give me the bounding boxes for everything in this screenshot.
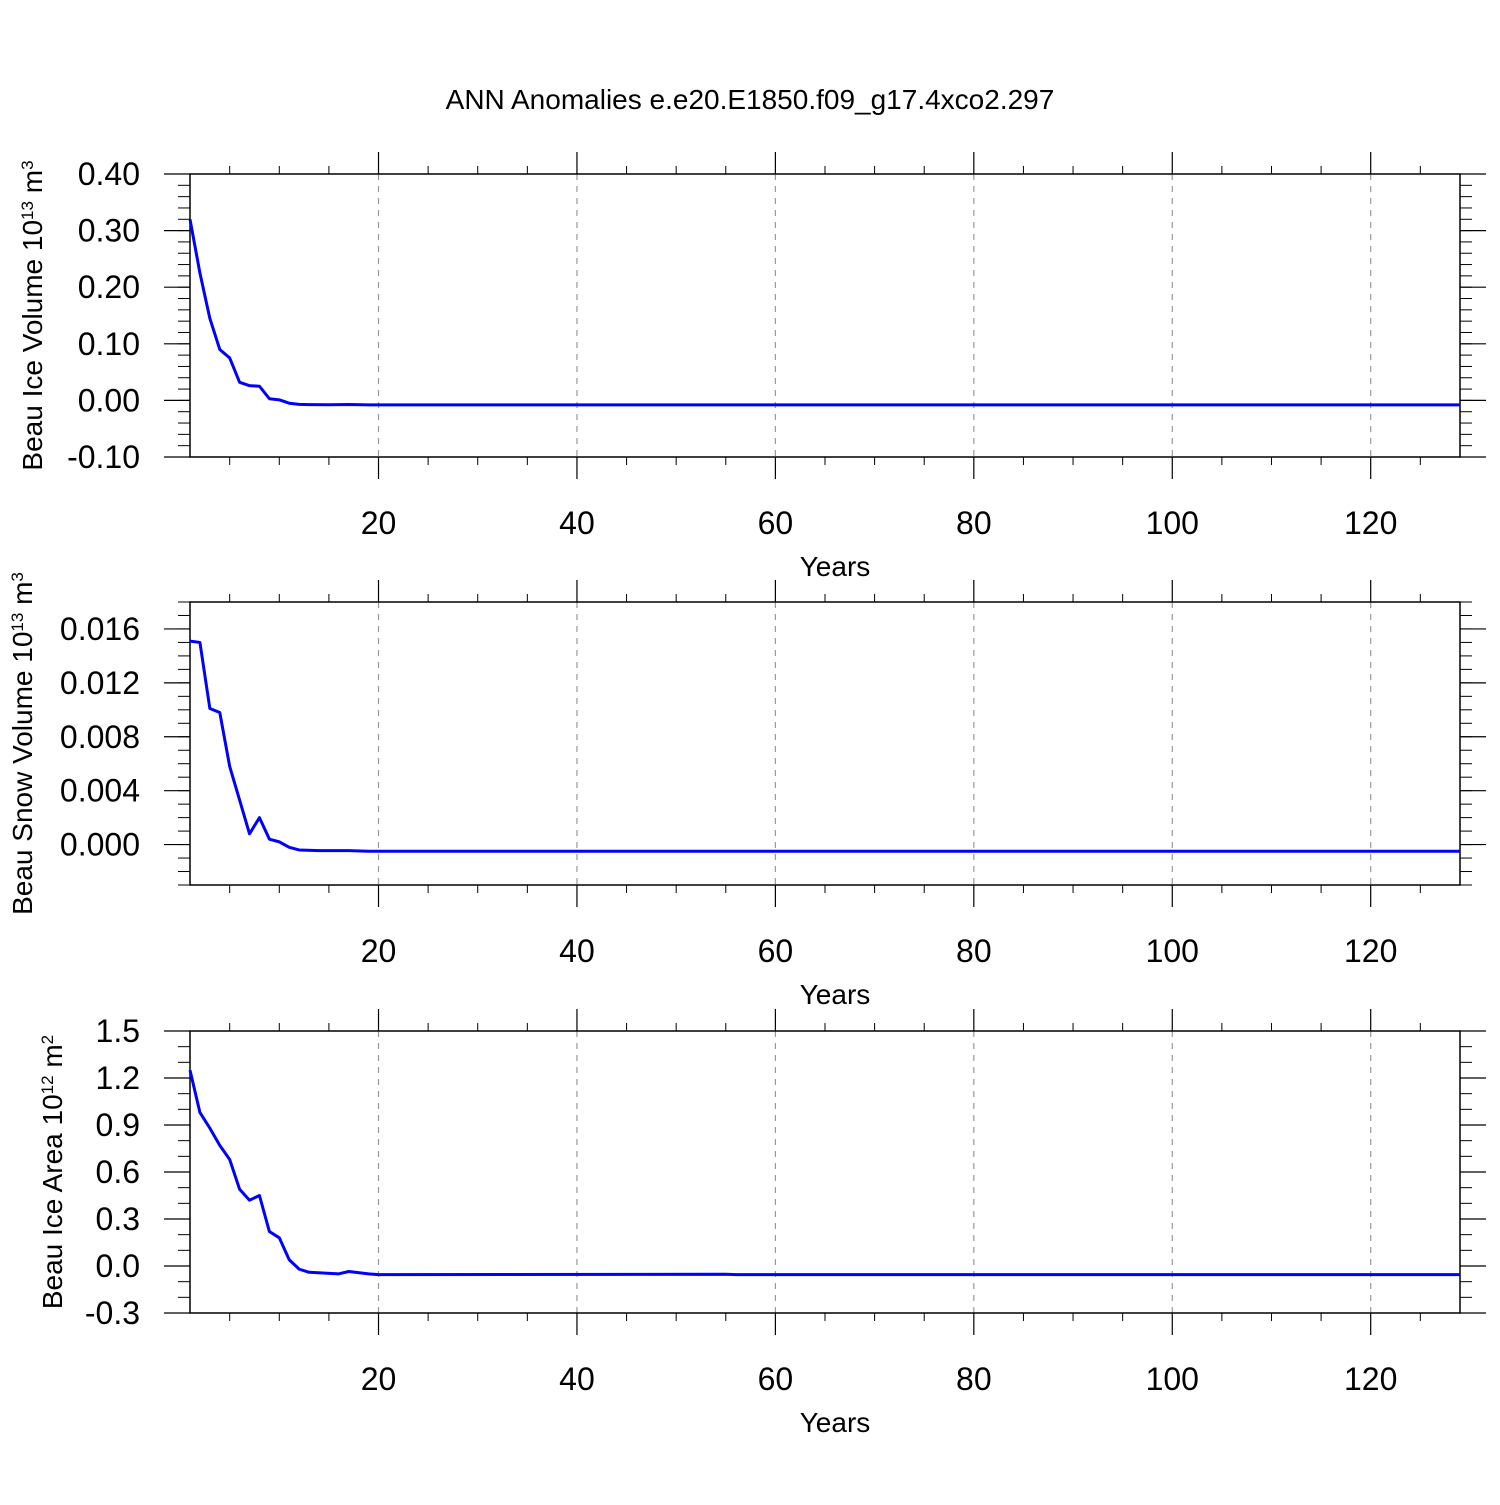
series-line (188, 1069, 1460, 1277)
x-tick-label: 20 (361, 933, 397, 969)
y-tick-label: 0.10 (78, 326, 140, 362)
y-axis-label-part: m (7, 582, 38, 613)
plot-frame (189, 1030, 1461, 1314)
y-axis-label-superscript: 3 (18, 160, 37, 169)
x-axis-label: Years (800, 551, 871, 582)
y-axis-label-superscript: 13 (18, 201, 37, 220)
y-tick-label: 0.30 (78, 213, 140, 249)
y-tick-label: 1.5 (96, 1013, 140, 1049)
x-tick-label: 80 (956, 933, 992, 969)
y-axis-label-superscript: 12 (38, 1075, 57, 1094)
y-tick-label: 0.00 (78, 382, 140, 418)
x-tick-label: 40 (559, 933, 595, 969)
panel-2: 20 40 60 80 100 120 0.016 0.012 0.008 0.004 0.000 Y… (7, 572, 1486, 1010)
y-axis-label-part: Beau Snow Volume 10 (7, 632, 38, 915)
y-tick-label: 0.20 (78, 269, 140, 305)
x-tick-label: 100 (1146, 933, 1199, 969)
y-tick-label: 0.012 (60, 665, 140, 701)
x-tick-label: 80 (956, 505, 992, 541)
x-tick-label: 120 (1344, 1361, 1397, 1397)
panel-1: 20 40 60 80 100 120 0.40 0.30 0.20 0.10 0.00 -0.10 Y… (17, 152, 1486, 582)
x-tick-label: 80 (956, 1361, 992, 1397)
y-tick-label: 0.3 (96, 1201, 140, 1237)
y-tick-label: 0.008 (60, 719, 140, 755)
y-axis-label-superscript: 2 (38, 1035, 57, 1044)
x-tick-label: 120 (1344, 505, 1397, 541)
y-tick-label: 0.0 (96, 1248, 140, 1284)
x-tick-label: 20 (361, 505, 397, 541)
y-tick-label: -0.3 (85, 1295, 140, 1331)
y-axis-label: Beau Snow Volume 1013 m3 (7, 572, 38, 915)
x-tick-label: 100 (1146, 1361, 1199, 1397)
y-axis-label-superscript: 3 (8, 572, 27, 581)
y-tick-label: 0.6 (96, 1154, 140, 1190)
y-tick-label: 0.9 (96, 1107, 140, 1143)
x-axis-label: Years (800, 979, 871, 1010)
y-axis-label-part: m (17, 170, 48, 201)
x-tick-label: 20 (361, 1361, 397, 1397)
plot-frame (189, 173, 1461, 458)
x-tick-label: 40 (559, 1361, 595, 1397)
x-tick-label: 60 (758, 933, 794, 969)
series-line (188, 219, 1460, 407)
y-tick-label: -0.10 (67, 439, 140, 475)
y-tick-label: 0.016 (60, 611, 140, 647)
y-axis-label: Beau Ice Area 1012 m2 (37, 1035, 68, 1309)
figure-title: ANN Anomalies e.e20.E1850.f09_g17.4xco2.… (445, 84, 1055, 115)
x-tick-label: 100 (1146, 505, 1199, 541)
panel-3: 20 40 60 80 100 120 1.5 1.2 0.9 0.6 0.3 0.0 -0.3 Year… (37, 1009, 1486, 1438)
y-axis-label-part: m (37, 1044, 68, 1075)
y-axis-label-superscript: 13 (8, 613, 27, 632)
x-tick-label: 60 (758, 1361, 794, 1397)
y-tick-label: 0.000 (60, 827, 140, 863)
y-tick-label: 0.40 (78, 156, 140, 192)
y-tick-label: 0.004 (60, 773, 140, 809)
x-tick-label: 40 (559, 505, 595, 541)
plot-frame (189, 601, 1461, 886)
y-tick-label: 1.2 (96, 1060, 140, 1096)
x-tick-label: 60 (758, 505, 794, 541)
y-axis-label-part: Beau Ice Volume 10 (17, 220, 48, 471)
series-line (189, 639, 1460, 853)
y-axis-label-part: Beau Ice Area 10 (37, 1094, 68, 1309)
x-tick-label: 120 (1344, 933, 1397, 969)
x-axis-label: Years (800, 1407, 871, 1438)
y-axis-label: Beau Ice Volume 1013 m3 (17, 160, 48, 470)
